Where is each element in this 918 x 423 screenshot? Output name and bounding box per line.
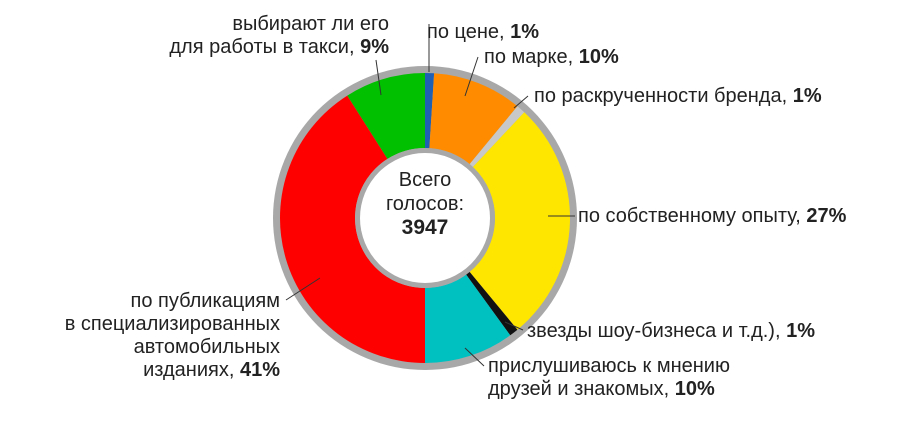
slice-brand-name-value: 10% xyxy=(578,46,619,68)
center-label-total: 3947 xyxy=(401,216,449,239)
slice-celebrities-value: 1% xyxy=(786,320,815,342)
slice-price-label-line: по цене, 1% xyxy=(427,21,539,44)
slice-brand-name-leader-line xyxy=(464,56,479,97)
slice-taxi-label-line: выбирают ли его xyxy=(169,13,389,36)
slice-taxi-label-text: выбирают ли его xyxy=(232,13,389,35)
slice-publications-label-text: изданиях, xyxy=(143,359,235,381)
center-label: Всего голосов: 3947 xyxy=(363,168,487,240)
slice-friends-label: прислушиваюсь к мнению друзей и знакомых,… xyxy=(488,355,730,401)
slice-publications-label: по публикациям в специализированных автомо… xyxy=(65,290,280,382)
slice-promotion-label-text: по раскрученности бренда, xyxy=(534,85,788,107)
slice-publications-label-line: в специализированных xyxy=(65,313,280,336)
center-label-line1: Всего xyxy=(398,169,452,191)
slice-own-exp-value: 27% xyxy=(806,205,847,227)
slice-taxi-label-text: для работы в такси, xyxy=(169,36,355,58)
slice-promotion xyxy=(469,106,525,167)
slice-friends-label-text: прислушиваюсь к мнению xyxy=(488,355,730,377)
slice-taxi-value: 9% xyxy=(360,36,389,58)
slice-own-exp-label: по собственному опыту, 27% xyxy=(578,205,846,228)
slice-friends-leader-line xyxy=(464,347,485,367)
slice-publications-label-text: в специализированных xyxy=(64,313,280,335)
slice-celebrities-label-text: звезды шоу-бизнеса и т.д.), xyxy=(527,320,781,342)
slice-own-exp-label-text: по собственному опыту, xyxy=(578,205,801,227)
slice-friends-label-text: друзей и знакомых, xyxy=(488,378,670,400)
slice-taxi-leader-line xyxy=(375,59,382,96)
slice-publications xyxy=(280,95,425,363)
slice-price-value: 1% xyxy=(510,21,540,43)
slice-publications-label-line: автомобильных xyxy=(65,336,280,359)
slice-price-label: по цене, 1% xyxy=(427,21,539,44)
slice-own-exp xyxy=(469,112,570,330)
slice-brand-name-label: по марке, 10% xyxy=(484,46,619,69)
slice-publications-label-text: автомобильных xyxy=(133,336,280,358)
slice-promotion-leader-line xyxy=(513,95,529,109)
slice-price xyxy=(425,73,435,149)
slice-publications-value: 41% xyxy=(239,359,280,381)
slice-promotion-value: 1% xyxy=(792,85,822,107)
slice-price-label-text: по цене, xyxy=(427,21,505,43)
slice-own-exp-label-line: по собственному опыту, 27% xyxy=(578,205,846,228)
slice-taxi-label: выбирают ли его для работы в такси, 9% xyxy=(169,13,389,59)
slice-friends-label-line: прислушиваюсь к мнению xyxy=(488,355,730,378)
slice-friends xyxy=(425,274,511,363)
slice-celebrities-leader-line xyxy=(504,321,524,331)
slice-brand-name xyxy=(429,73,518,165)
slice-brand-name-label-text: по марке, xyxy=(484,46,574,68)
slice-celebrities-label-line: звезды шоу-бизнеса и т.д.), 1% xyxy=(527,320,815,343)
slice-promotion-label: по раскрученности бренда, 1% xyxy=(534,85,822,108)
slice-brand-name-label-line: по марке, 10% xyxy=(484,46,619,69)
slice-publications-label-text: по публикациям xyxy=(130,290,280,312)
slice-friends-label-line: друзей и знакомых, 10% xyxy=(488,378,730,401)
slice-publications-label-line: по публикациям xyxy=(65,290,280,313)
slice-friends-value: 10% xyxy=(674,378,715,400)
slice-celebrities xyxy=(466,271,518,336)
slice-promotion-label-line: по раскрученности бренда, 1% xyxy=(534,85,822,108)
slice-publications-label-line: изданиях, 41% xyxy=(65,359,280,382)
slice-taxi-label-line: для работы в такси, 9% xyxy=(169,36,389,59)
donut-hole xyxy=(360,153,490,283)
center-label-line2: голосов: xyxy=(385,193,465,215)
slice-publications-leader-line xyxy=(285,277,321,301)
slice-celebrities-label: звезды шоу-бизнеса и т.д.), 1% xyxy=(527,320,815,343)
slice-taxi xyxy=(347,73,425,159)
